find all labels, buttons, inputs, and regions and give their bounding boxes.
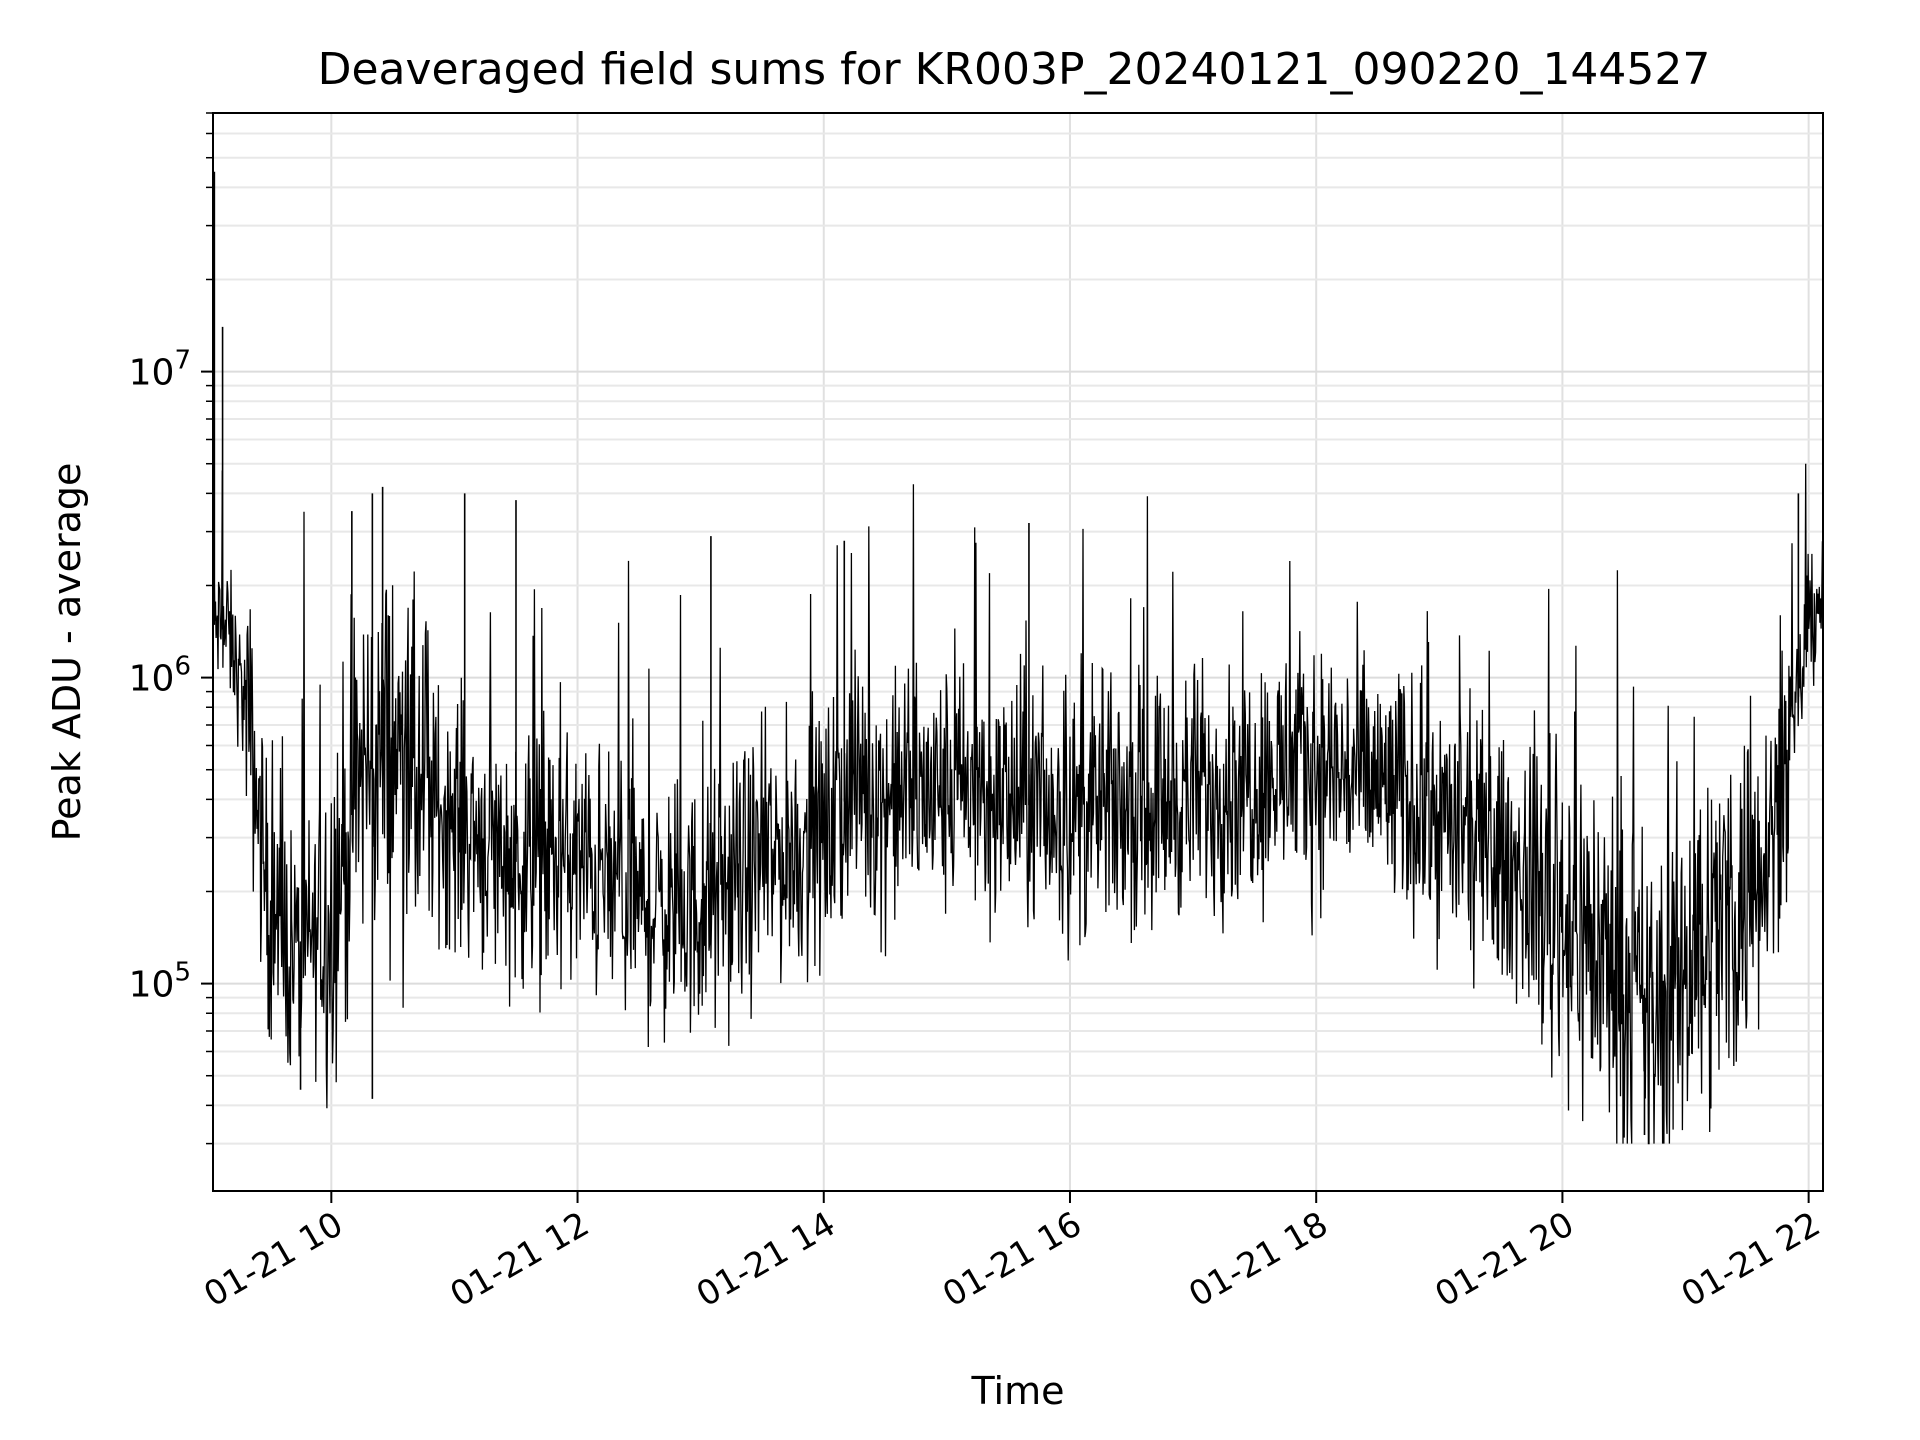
grid-lines <box>213 112 1823 1191</box>
y-tick-base: 10 <box>129 659 175 700</box>
plot-background <box>213 113 1823 1191</box>
y-tick-label: 106 <box>129 652 191 700</box>
plot-area: 01-21 10 01-21 12 01-21 14 01-21 16 01-21 18… <box>129 112 1827 1315</box>
series-group <box>213 171 1823 1145</box>
plot-frame <box>212 112 1824 1192</box>
y-tick-base: 10 <box>129 353 175 394</box>
y-tick-exponent: 6 <box>174 652 191 682</box>
y-tick-exponent: 7 <box>174 346 191 376</box>
y-tick-label: 107 <box>129 346 191 394</box>
y-tick-exponent: 5 <box>174 958 191 988</box>
series-line <box>213 463 1823 1145</box>
y-tick-label: 105 <box>129 958 191 1006</box>
y-axis-label: Peak ADU - average <box>45 463 89 842</box>
chart-title: Deaveraged field sums for KR003P_2024012… <box>318 44 1711 95</box>
x-axis-label: Time <box>971 1369 1065 1413</box>
y-tick-base: 10 <box>129 965 175 1006</box>
